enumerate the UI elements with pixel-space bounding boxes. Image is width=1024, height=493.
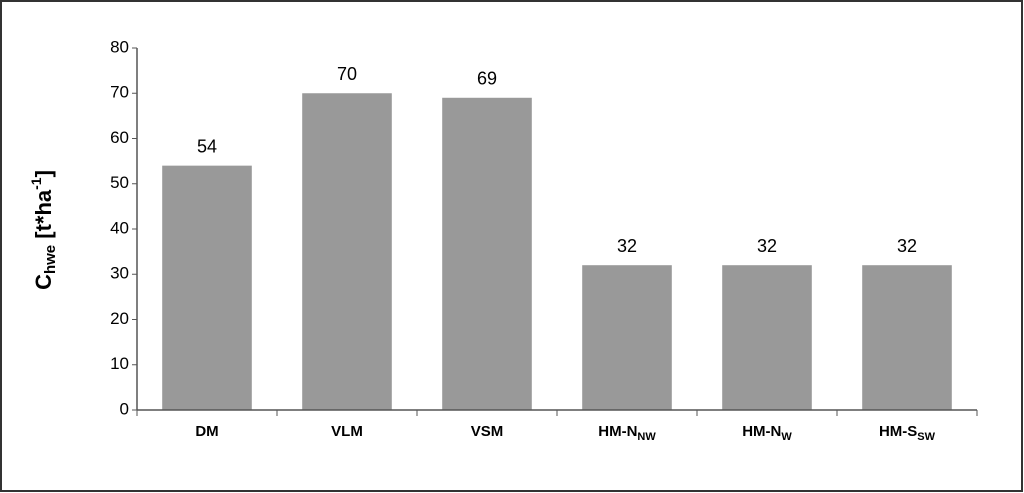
value-label: 32	[617, 236, 637, 256]
y-label-part: [t*ha	[31, 189, 56, 245]
bar	[302, 93, 392, 410]
x-tick-label-main: HM-N	[598, 423, 637, 440]
x-tick-label: VSM	[471, 423, 504, 440]
value-label: 70	[337, 64, 357, 84]
x-tick-label-sub: NW	[637, 431, 656, 443]
y-tick-label: 20	[110, 309, 129, 328]
x-tick-label-main: HM-N	[742, 423, 781, 440]
y-tick-label: 50	[110, 173, 129, 192]
y-tick-label: 0	[120, 399, 129, 418]
value-label: 32	[757, 236, 777, 256]
y-tick-label: 60	[110, 128, 129, 147]
bar	[162, 165, 252, 410]
value-label: 32	[897, 236, 917, 256]
y-tick-label: 40	[110, 218, 129, 237]
y-axis-label: Chwe [t*ha-1]	[28, 170, 59, 290]
value-label: 54	[197, 136, 217, 156]
bar	[582, 265, 672, 410]
y-tick-label: 10	[110, 354, 129, 373]
x-tick-label: DM	[195, 423, 218, 440]
x-tick-label-main: HM-S	[879, 423, 917, 440]
x-tick-label: HM-NNW	[598, 423, 656, 443]
x-tick-label-sub: W	[781, 431, 792, 443]
bar	[722, 265, 812, 410]
y-tick-label: 70	[110, 83, 129, 102]
x-tick-label: VLM	[331, 423, 363, 440]
y-label-part: ]	[31, 170, 56, 177]
y-tick-label: 80	[110, 37, 129, 56]
x-tick-label-sub: SW	[917, 431, 935, 443]
x-tick-label: HM-SSW	[879, 423, 936, 443]
value-label: 69	[477, 69, 497, 89]
x-tick-label: HM-NW	[742, 423, 792, 443]
y-label-part: -1	[28, 177, 44, 190]
bar	[442, 97, 532, 411]
y-label-part: hwe	[42, 245, 59, 274]
bar	[862, 265, 952, 410]
y-tick-label: 30	[110, 264, 129, 283]
y-label-part: C	[31, 274, 56, 290]
